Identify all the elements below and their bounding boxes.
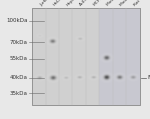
- Text: 70kDa: 70kDa: [10, 40, 28, 45]
- Text: HepG2: HepG2: [66, 0, 79, 7]
- Text: 100kDa: 100kDa: [6, 18, 28, 23]
- Text: 40kDa: 40kDa: [10, 75, 28, 80]
- Text: MCF-7: MCF-7: [93, 0, 105, 7]
- Text: 35kDa: 35kDa: [10, 91, 28, 96]
- Bar: [113, 8, 126, 105]
- Text: MEK1: MEK1: [147, 75, 150, 80]
- Text: 55kDa: 55kDa: [10, 56, 28, 61]
- Text: HeLa: HeLa: [52, 0, 63, 7]
- Text: A-431: A-431: [79, 0, 91, 7]
- Bar: [99, 8, 113, 105]
- Bar: [32, 8, 140, 105]
- Bar: [126, 8, 140, 105]
- Text: Mouse kidney: Mouse kidney: [119, 0, 144, 7]
- Text: Rat thymus: Rat thymus: [133, 0, 150, 7]
- Text: Mouse liver: Mouse liver: [106, 0, 127, 7]
- Bar: [32, 8, 140, 105]
- Text: Jurkat: Jurkat: [39, 0, 51, 7]
